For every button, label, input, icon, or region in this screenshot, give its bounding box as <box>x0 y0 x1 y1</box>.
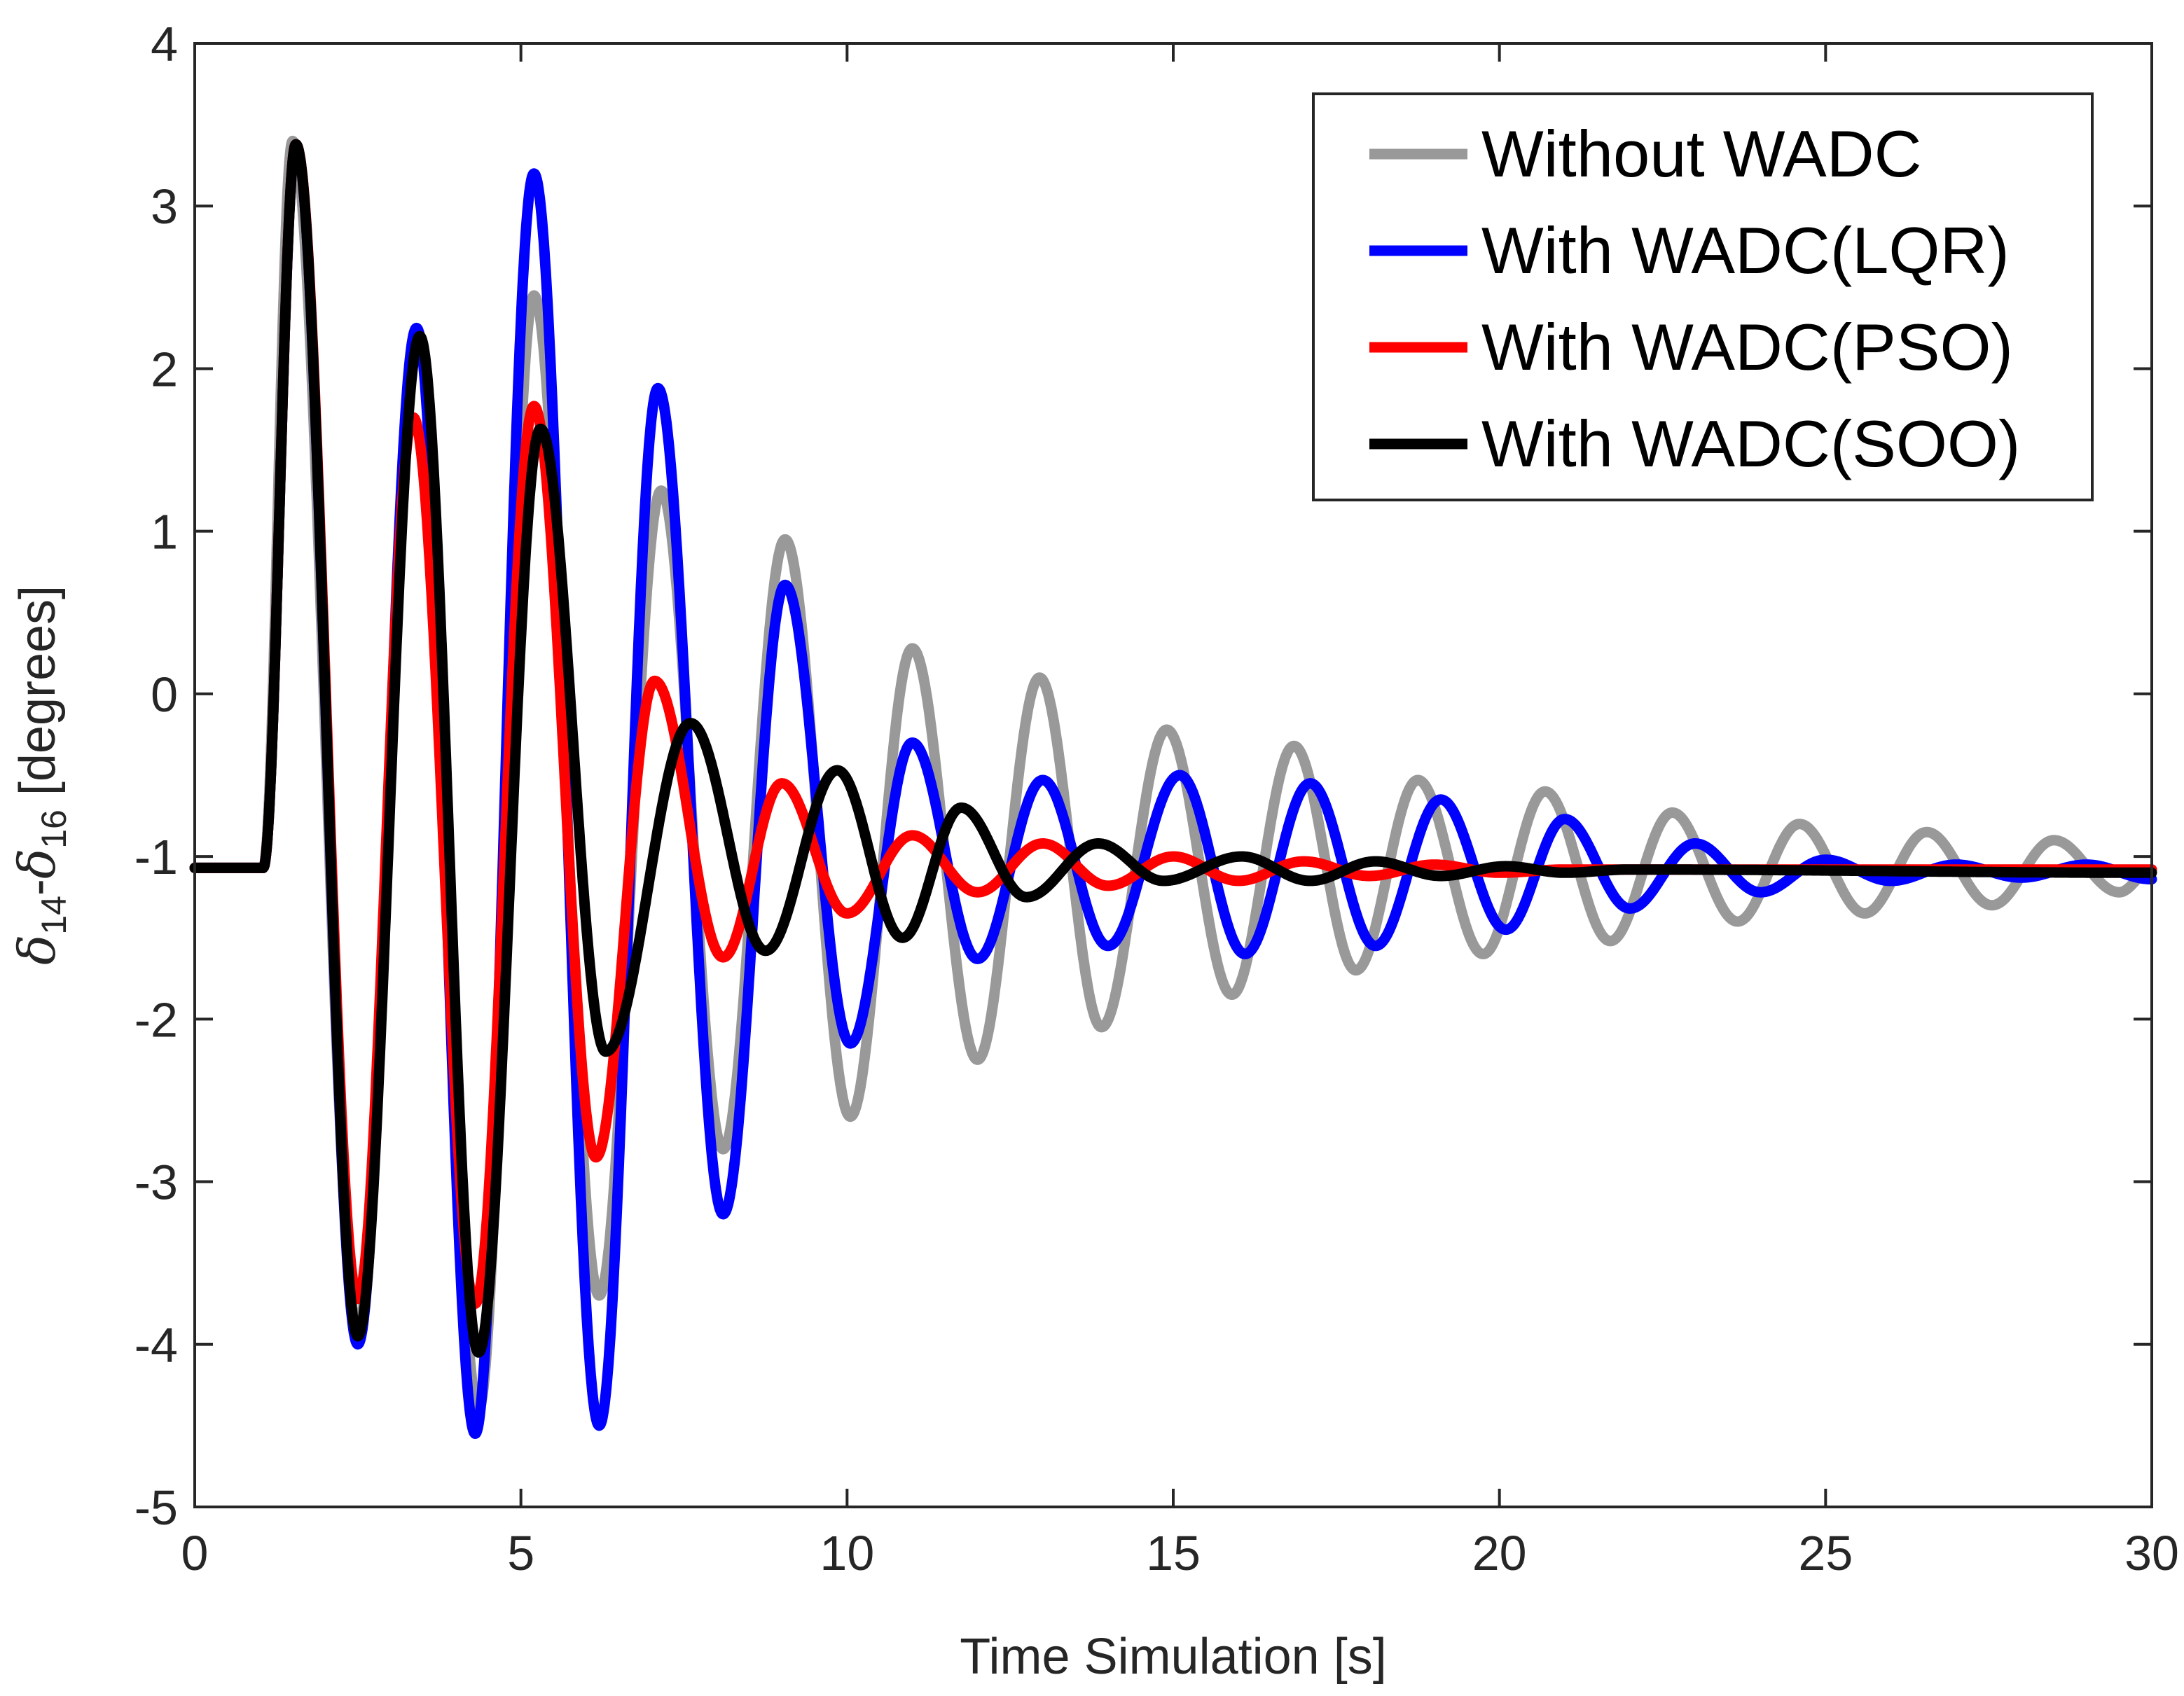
y-tick-label: -2 <box>134 992 178 1047</box>
y-tick-label: -4 <box>134 1318 178 1372</box>
y-axis-label: δ14-δ16 [degrees] <box>8 585 74 965</box>
series-layer <box>189 135 2157 1439</box>
legend-label: With WADC(LQR) <box>1481 214 2010 287</box>
legend-entry-soo: With WADC(SOO) <box>1369 407 2020 480</box>
series-wadc-lqr <box>189 139 2157 1439</box>
y-tick-label: -3 <box>134 1155 178 1210</box>
legend-box <box>1312 92 2094 501</box>
y-tick-label: 3 <box>151 179 178 234</box>
x-tick-label: 15 <box>1146 1526 1201 1580</box>
y-axis-label-dash: - <box>10 879 66 896</box>
y-axis-label-unit: [degrees] <box>10 585 66 809</box>
y-tick-label: 1 <box>151 505 178 559</box>
x-tick-label: 5 <box>507 1526 534 1580</box>
y-tick-label: 0 <box>151 667 178 722</box>
legend-label: With WADC(PSO) <box>1481 310 2013 384</box>
legend-entry-lqr: With WADC(LQR) <box>1369 214 2010 287</box>
legend-label: With WADC(SOO) <box>1481 407 2020 480</box>
y-axis-label-sub-a: 14 <box>34 896 74 935</box>
legend: Without WADC With WADC(LQR) With WADC(PS… <box>1312 92 2094 501</box>
x-axis-label: Time Simulation [s] <box>960 1629 1387 1685</box>
legend-entry-pso: With WADC(PSO) <box>1369 310 2013 384</box>
x-axis: 0 5 10 15 20 25 30 <box>181 43 2179 1580</box>
legend-label: Without WADC <box>1481 117 1922 190</box>
y-axis-label-delta-a: δ <box>8 935 67 965</box>
legend-entry-without-wadc: Without WADC <box>1369 117 1922 190</box>
y-tick-label: -1 <box>134 830 178 884</box>
x-tick-label: 0 <box>181 1526 209 1580</box>
y-axis-label-sub-b: 16 <box>34 809 74 849</box>
series-wadc-soo <box>189 139 2157 1358</box>
x-tick-label: 25 <box>1798 1526 1853 1580</box>
x-tick-label: 10 <box>820 1526 874 1580</box>
x-tick-label: 20 <box>1472 1526 1527 1580</box>
x-tick-label: 30 <box>2124 1526 2179 1580</box>
y-tick-label: -5 <box>134 1480 178 1535</box>
y-tick-label: 2 <box>151 342 178 396</box>
y-axis: -5 -4 -3 -2 -1 0 1 2 3 4 <box>134 17 2152 1535</box>
y-tick-label: 4 <box>151 17 178 71</box>
y-axis-label-delta-b: δ <box>8 849 67 879</box>
